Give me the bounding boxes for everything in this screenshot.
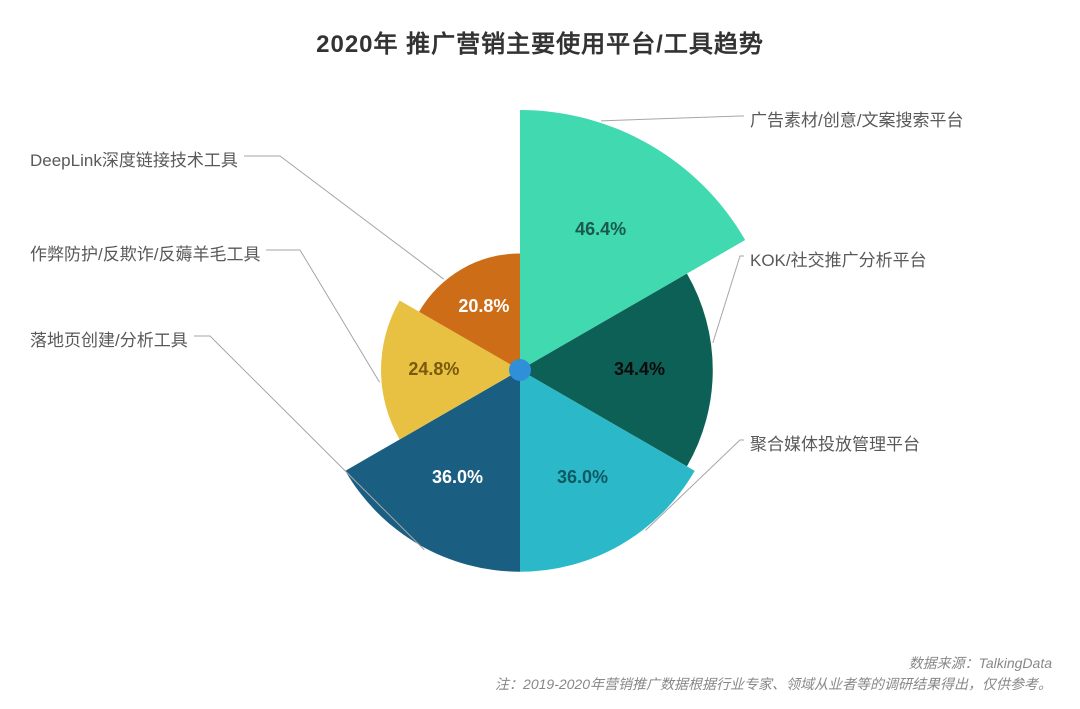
slice-value: 36.0% <box>432 467 483 487</box>
leader-line <box>244 156 444 279</box>
slice-label-5: DeepLink深度链接技术工具 <box>30 146 238 171</box>
slice-value: 46.4% <box>575 219 626 239</box>
footnote-source: 数据来源：TalkingData <box>495 653 1052 674</box>
slice-label-3: 落地页创建/分析工具 <box>30 326 188 351</box>
slice-label-2: 聚合媒体投放管理平台 <box>750 430 920 455</box>
slice-label-1: KOK/社交推广分析平台 <box>750 246 927 271</box>
slice-label-0: 广告素材/创意/文案搜索平台 <box>750 106 963 131</box>
leader-line <box>266 250 380 382</box>
slice-value: 36.0% <box>557 467 608 487</box>
slice-value: 20.8% <box>458 296 509 316</box>
slice-label-4: 作弊防护/反欺诈/反薅羊毛工具 <box>30 240 260 265</box>
slice-value: 24.8% <box>408 359 459 379</box>
slice-value: 34.4% <box>614 359 665 379</box>
leader-line <box>713 256 744 343</box>
chart-footnote: 数据来源：TalkingData 注：2019-2020年营销推广数据根据行业专… <box>495 653 1052 695</box>
center-hub <box>509 359 531 381</box>
leader-line <box>601 116 744 121</box>
footnote-note: 注：2019-2020年营销推广数据根据行业专家、领域从业者等的调研结果得出，仅… <box>495 674 1052 695</box>
